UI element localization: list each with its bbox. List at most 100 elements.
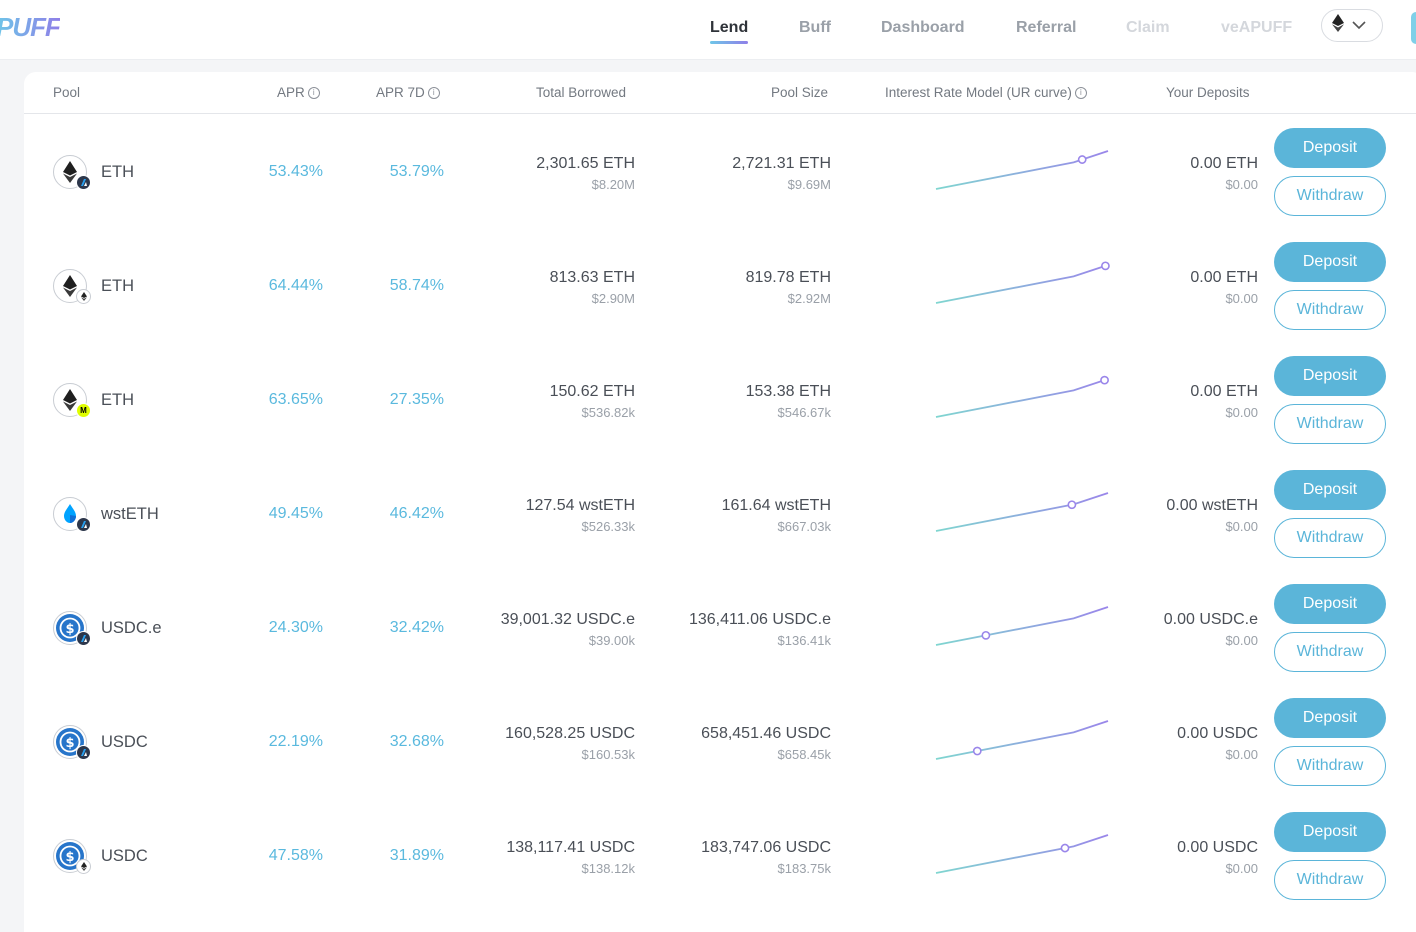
eth-icon bbox=[1332, 14, 1344, 37]
pool-size-usd: $2.92M bbox=[787, 291, 831, 306]
deposit-button[interactable]: Deposit bbox=[1274, 356, 1386, 396]
pool-apr: 53.43% bbox=[268, 163, 323, 180]
table-row: $ USDC 22.19% 32.68% 160,528.25 USDC $160.53k… bbox=[24, 685, 1416, 799]
ur-curve-line bbox=[935, 606, 1109, 646]
pool-size-amount: 161.64 wstETH bbox=[721, 497, 831, 514]
info-icon[interactable]: i bbox=[307, 86, 320, 99]
pool-apr-7d: 27.35% bbox=[389, 391, 444, 408]
pool-apr-7d: 58.74% bbox=[389, 277, 444, 294]
svg-text:$: $ bbox=[65, 736, 74, 751]
nav-buff[interactable]: Buff bbox=[799, 19, 831, 36]
pool-size: 658,451.46 USDC $658.45k bbox=[701, 725, 831, 762]
deposit-button[interactable]: Deposit bbox=[1274, 242, 1386, 282]
withdraw-button[interactable]: Withdraw bbox=[1274, 518, 1386, 558]
ethereum-icon bbox=[76, 289, 91, 304]
withdraw-button[interactable]: Withdraw bbox=[1274, 746, 1386, 786]
your-deposits: 0.00 ETH $0.00 bbox=[1190, 269, 1258, 306]
arbitrum-icon bbox=[76, 175, 91, 190]
nav-claim[interactable]: Claim bbox=[1126, 19, 1170, 36]
info-icon[interactable]: i bbox=[1074, 86, 1087, 99]
table-row: M ETH 63.65% 27.35% 150.62 ETH $536.82k 153.38… bbox=[24, 343, 1416, 457]
ur-curve-chart[interactable] bbox=[932, 601, 1112, 651]
pool-asset-icon: $ bbox=[53, 839, 91, 875]
pool-size-usd: $136.41k bbox=[777, 633, 832, 648]
pool-size-amount: 819.78 ETH bbox=[745, 269, 831, 286]
ur-curve-line bbox=[935, 834, 1109, 874]
your-deposits: 0.00 wstETH $0.00 bbox=[1166, 497, 1258, 534]
current-utilization-marker bbox=[1100, 375, 1109, 385]
current-utilization-marker bbox=[1067, 500, 1077, 510]
ur-curve-chart[interactable] bbox=[932, 487, 1112, 537]
connect-wallet-button-edge[interactable] bbox=[1411, 12, 1416, 44]
pool-asset-name: ETH bbox=[101, 277, 134, 295]
withdraw-button[interactable]: Withdraw bbox=[1274, 290, 1386, 330]
pool-asset-name: USDC bbox=[101, 847, 148, 865]
current-utilization-marker bbox=[972, 746, 982, 756]
deposit-button[interactable]: Deposit bbox=[1274, 128, 1386, 168]
nav-dashboard[interactable]: Dashboard bbox=[881, 19, 965, 36]
ur-curve-line bbox=[935, 264, 1109, 304]
pool-asset-icon bbox=[53, 155, 91, 191]
arbitrum-icon bbox=[76, 517, 91, 532]
pool-asset-icon bbox=[53, 269, 91, 305]
network-selector[interactable] bbox=[1321, 9, 1383, 42]
borrowed-amount: 813.63 ETH bbox=[549, 269, 635, 286]
deposit-button[interactable]: Deposit bbox=[1274, 698, 1386, 738]
deposit-usd: $0.00 bbox=[1225, 405, 1258, 420]
nav-lend[interactable]: Lend bbox=[710, 19, 749, 44]
pool-apr: 49.45% bbox=[268, 505, 323, 522]
ur-curve-chart[interactable] bbox=[932, 373, 1112, 423]
pool-total-borrowed: 138,117.41 USDC $138.12k bbox=[506, 839, 635, 876]
ur-curve-chart[interactable] bbox=[932, 145, 1112, 195]
pools-table: Pool APR i APR 7D i Total Borrowed Pool Si… bbox=[24, 72, 1416, 932]
ur-curve-chart[interactable] bbox=[932, 259, 1112, 309]
withdraw-button[interactable]: Withdraw bbox=[1274, 404, 1386, 444]
eth-icon bbox=[53, 155, 87, 189]
pool-apr: 22.19% bbox=[268, 733, 323, 750]
withdraw-button[interactable]: Withdraw bbox=[1274, 176, 1386, 216]
arbitrum-icon bbox=[76, 631, 91, 646]
info-icon[interactable]: i bbox=[427, 86, 440, 99]
col-total-borrowed: Total Borrowed bbox=[536, 85, 627, 100]
deposit-amount: 0.00 wstETH bbox=[1166, 497, 1258, 514]
arbitrum-icon bbox=[76, 745, 91, 760]
table-row: wstETH 49.45% 46.42% 127.54 wstETH $526.33k 1… bbox=[24, 457, 1416, 571]
col-apr-7d: APR 7D i bbox=[376, 85, 440, 100]
pool-asset-name: USDC.e bbox=[101, 619, 162, 637]
your-deposits: 0.00 ETH $0.00 bbox=[1190, 155, 1258, 192]
borrowed-usd: $2.90M bbox=[591, 291, 635, 306]
chevron-down-icon bbox=[1352, 17, 1366, 35]
your-deposits: 0.00 USDC.e $0.00 bbox=[1164, 611, 1258, 648]
current-utilization-marker bbox=[1060, 843, 1070, 853]
nav-veapuff[interactable]: veAPUFF bbox=[1221, 19, 1293, 36]
pool-total-borrowed: 150.62 ETH $536.82k bbox=[550, 383, 635, 420]
ur-curve-chart[interactable] bbox=[932, 715, 1112, 765]
pool-total-borrowed: 813.63 ETH $2.90M bbox=[550, 269, 635, 306]
pool-size: 819.78 ETH $2.92M bbox=[746, 269, 831, 306]
current-utilization-marker bbox=[1101, 261, 1110, 271]
app-logo[interactable]: PUFF bbox=[0, 12, 61, 43]
table-row: ETH 64.44% 58.74% 813.63 ETH $2.90M 819.78 ET… bbox=[24, 229, 1416, 343]
nav-referral[interactable]: Referral bbox=[1016, 19, 1077, 36]
pool-size-usd: $9.69M bbox=[787, 177, 831, 192]
pool-size: 153.38 ETH $546.67k bbox=[746, 383, 831, 420]
pool-asset-name: ETH bbox=[101, 391, 134, 409]
current-utilization-marker bbox=[981, 630, 991, 640]
deposit-button[interactable]: Deposit bbox=[1274, 470, 1386, 510]
pool-apr-7d: 46.42% bbox=[389, 505, 444, 522]
deposit-amount: 0.00 USDC bbox=[1177, 725, 1258, 742]
deposit-button[interactable]: Deposit bbox=[1274, 584, 1386, 624]
withdraw-button[interactable]: Withdraw bbox=[1274, 632, 1386, 672]
deposit-usd: $0.00 bbox=[1225, 177, 1258, 192]
withdraw-button[interactable]: Withdraw bbox=[1274, 860, 1386, 900]
pool-total-borrowed: 160,528.25 USDC $160.53k bbox=[505, 725, 635, 762]
pool-asset-name: wstETH bbox=[101, 505, 159, 523]
pool-asset-icon: $ bbox=[53, 725, 91, 761]
deposit-usd: $0.00 bbox=[1225, 861, 1258, 876]
borrowed-amount: 127.54 wstETH bbox=[525, 497, 635, 514]
deposit-amount: 0.00 ETH bbox=[1190, 269, 1258, 286]
your-deposits: 0.00 USDC $0.00 bbox=[1177, 839, 1258, 876]
deposit-button[interactable]: Deposit bbox=[1274, 812, 1386, 852]
ur-curve-chart[interactable] bbox=[932, 829, 1112, 879]
col-pool: Pool bbox=[53, 85, 81, 100]
